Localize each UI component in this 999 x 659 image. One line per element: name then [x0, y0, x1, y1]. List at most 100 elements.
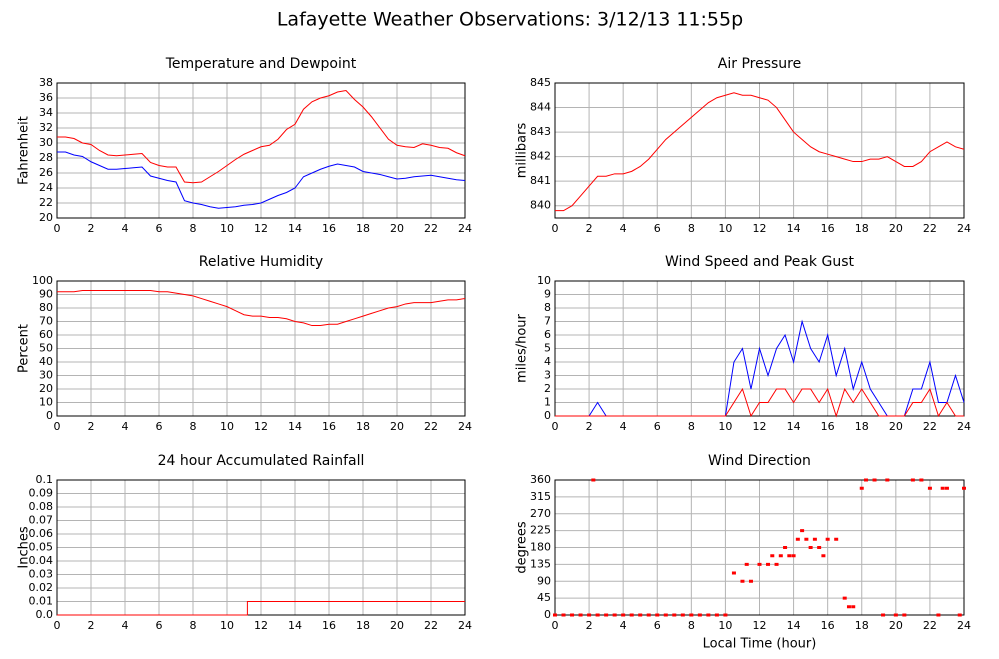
- y-tick-label: 0: [544, 608, 551, 621]
- data-point: [885, 478, 890, 482]
- data-point: [680, 613, 685, 617]
- x-tick-label: 6: [156, 420, 163, 433]
- data-point: [812, 537, 817, 541]
- y-tick-label: 315: [530, 490, 551, 503]
- y-tick-label: 90: [39, 288, 53, 301]
- x-tick-label: 2: [586, 222, 593, 235]
- plot-frame: [56, 479, 466, 616]
- x-tick-label: 4: [620, 222, 627, 235]
- y-tick-label: 34: [39, 106, 53, 119]
- y-tick-label: 841: [530, 174, 551, 187]
- x-tick-label: 10: [220, 420, 234, 433]
- data-point: [591, 478, 596, 482]
- y-tick-label: 842: [530, 150, 551, 163]
- y-tick-label: 45: [537, 591, 551, 604]
- data-point: [723, 613, 728, 617]
- x-tick-label: 12: [753, 420, 767, 433]
- plot-frame: [56, 82, 466, 219]
- y-tick-label: 26: [39, 166, 53, 179]
- data-point: [748, 579, 753, 583]
- y-tick-label: 0.03: [29, 568, 54, 581]
- x-tick-label: 14: [787, 619, 801, 632]
- y-tick-label: 0.0: [36, 608, 54, 621]
- y-tick-label: 6: [544, 328, 551, 341]
- data-point: [787, 554, 792, 558]
- x-tick-label: 10: [718, 420, 732, 433]
- x-tick-label: 16: [322, 222, 336, 235]
- y-axis-label: Fahrenheit: [17, 116, 32, 185]
- x-tick-label: 0: [54, 420, 61, 433]
- y-tick-label: 30: [39, 136, 53, 149]
- y-tick-label: 30: [39, 369, 53, 382]
- x-tick-label: 10: [220, 222, 234, 235]
- data-point: [646, 613, 651, 617]
- x-tick-label: 18: [356, 222, 370, 235]
- y-tick-label: 20: [39, 211, 53, 224]
- data-point: [714, 613, 719, 617]
- x-tick-label: 24: [957, 420, 971, 433]
- x-tick-label: 4: [620, 619, 627, 632]
- y-tick-label: 0.05: [29, 541, 54, 554]
- y-tick-label: 36: [39, 91, 53, 104]
- data-point: [795, 537, 800, 541]
- x-tick-label: 8: [688, 420, 695, 433]
- y-axis-label: miles/hour: [515, 313, 530, 382]
- data-point: [881, 613, 886, 617]
- y-tick-label: 844: [530, 101, 551, 114]
- x-tick-label: 24: [957, 619, 971, 632]
- data-point: [834, 537, 839, 541]
- x-tick-label: 24: [458, 222, 472, 235]
- x-tick-label: 4: [122, 222, 129, 235]
- x-tick-label: 20: [889, 420, 903, 433]
- data-point: [842, 596, 847, 600]
- data-line: [555, 387, 964, 418]
- data-point: [825, 537, 830, 541]
- data-point: [940, 486, 945, 490]
- data-point: [783, 546, 788, 549]
- data-point: [621, 613, 626, 617]
- data-point: [910, 478, 915, 482]
- y-tick-label: 70: [39, 315, 53, 328]
- data-point: [766, 562, 771, 566]
- x-tick-label: 18: [855, 420, 869, 433]
- x-tick-label: 6: [156, 222, 163, 235]
- x-tick-label: 8: [688, 222, 695, 235]
- x-tick-label: 14: [787, 222, 801, 235]
- x-tick-label: 14: [288, 222, 302, 235]
- x-tick-label: 20: [889, 222, 903, 235]
- y-tick-label: 1: [544, 396, 551, 409]
- x-tick-label: 24: [458, 420, 472, 433]
- x-tick-label: 2: [88, 222, 95, 235]
- data-point: [744, 562, 749, 566]
- y-tick-label: 0.02: [29, 581, 54, 594]
- x-tick-label: 22: [424, 619, 438, 632]
- x-tick-label: 12: [254, 420, 268, 433]
- plot-frame: [554, 280, 965, 417]
- x-tick-label: 12: [254, 619, 268, 632]
- x-tick-label: 24: [957, 222, 971, 235]
- data-point: [927, 486, 932, 490]
- x-tick-label: 10: [718, 222, 732, 235]
- y-tick-label: 24: [39, 181, 53, 194]
- x-tick-label: 0: [552, 420, 559, 433]
- data-line: [57, 151, 466, 209]
- x-tick-label: 22: [923, 222, 937, 235]
- x-tick-label: 0: [552, 619, 559, 632]
- data-point: [817, 546, 822, 549]
- x-tick-label: 0: [54, 222, 61, 235]
- data-point: [821, 554, 826, 558]
- data-line: [57, 289, 466, 327]
- data-point: [962, 486, 966, 490]
- y-tick-label: 0: [544, 409, 551, 422]
- data-point: [553, 613, 557, 617]
- x-tick-label: 16: [821, 222, 835, 235]
- page-title: Lafayette Weather Observations: 3/12/13 …: [277, 9, 743, 31]
- x-tick-label: 22: [923, 619, 937, 632]
- y-tick-label: 80: [39, 301, 53, 314]
- data-point: [587, 613, 592, 617]
- y-tick-label: 22: [39, 196, 53, 209]
- chart-title: Relative Humidity: [199, 254, 323, 270]
- chart-title: Air Pressure: [718, 56, 801, 72]
- x-tick-label: 4: [122, 420, 129, 433]
